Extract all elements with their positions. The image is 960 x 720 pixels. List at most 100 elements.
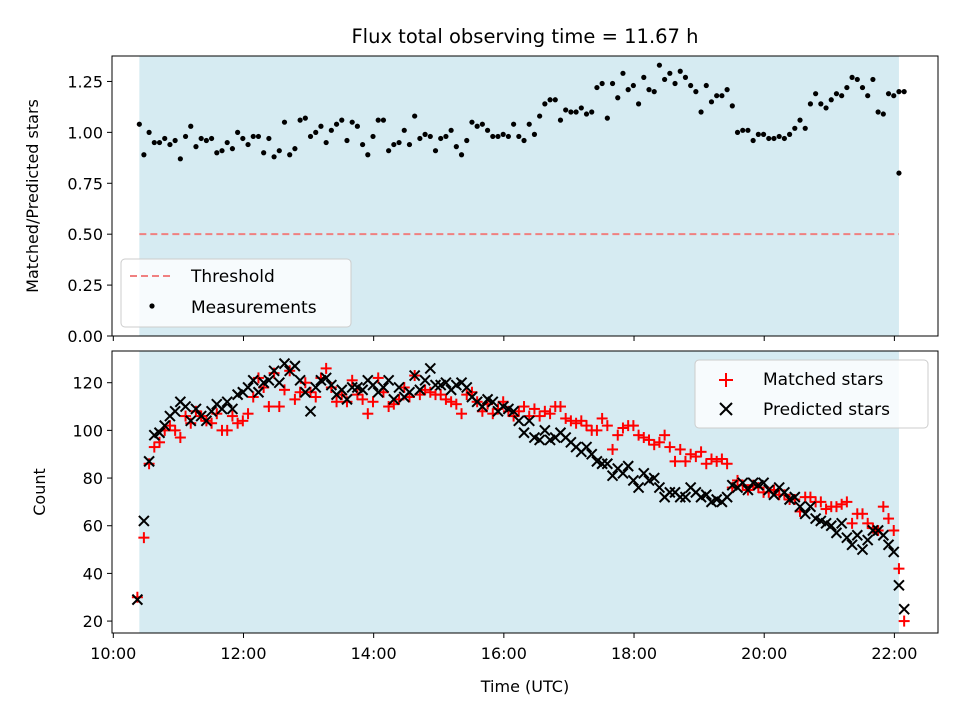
predicted-star-point (737, 477, 749, 489)
measurement-point (380, 117, 387, 123)
y-tick-label: 60 (83, 517, 103, 536)
matched-star-point (893, 563, 905, 575)
predicted-star-point (159, 419, 171, 432)
legend-measurements-label: Measurements (191, 298, 317, 318)
x-tick-label: 22:00 (871, 644, 917, 663)
measurement-point (662, 76, 668, 83)
measurement-point (490, 133, 496, 140)
bottom-legend-box (694, 359, 929, 429)
matched-star-point (435, 389, 447, 401)
measurement-point (281, 119, 288, 125)
predicted-star-point (382, 374, 395, 387)
matched-star-point (721, 458, 733, 470)
measurement-point (813, 91, 819, 97)
measurement-point (406, 141, 413, 148)
measurement-point (724, 87, 730, 93)
measurement-point (511, 121, 517, 127)
predicted-star-point (216, 403, 228, 415)
measurement-point (370, 133, 376, 140)
matched-star-point (294, 386, 306, 398)
measurement-point (688, 82, 694, 89)
measurement-point (219, 148, 225, 154)
legend-matched-label: Matched stars (763, 370, 883, 390)
matched-star-point (331, 396, 343, 408)
y-tick-label: 0.00 (67, 327, 103, 346)
predicted-star-point (346, 381, 358, 394)
predicted-star-point (356, 384, 369, 396)
measurement-point (469, 119, 475, 125)
measurement-point (479, 121, 485, 127)
measurement-point (641, 74, 647, 80)
matched-star-point (856, 508, 868, 520)
measurement-point (745, 127, 751, 133)
matched-star-point (148, 441, 160, 453)
measurement-point (354, 123, 360, 129)
predicted-star-point (799, 508, 811, 520)
matched-star-point (617, 422, 629, 434)
predicted-star-point (882, 539, 895, 551)
predicted-star-point (648, 472, 660, 484)
matched-star-point (659, 429, 671, 441)
measurement-point (177, 156, 183, 162)
measurement-point (786, 131, 793, 137)
predicted-star-point (825, 520, 837, 532)
measurement-point (802, 125, 808, 131)
predicted-star-point (742, 484, 754, 496)
measurement-point (776, 133, 782, 140)
predicted-star-point (632, 481, 645, 494)
predicted-star-point (664, 486, 676, 499)
matched-star-point (877, 501, 889, 513)
matched-star-point (820, 503, 832, 515)
predicted-star-point (242, 381, 254, 394)
measurement-point (136, 121, 142, 127)
predicted-star-point (440, 376, 452, 389)
measurement-point (141, 152, 147, 158)
y-tick-label: 20 (83, 612, 103, 631)
matched-star-point (815, 496, 827, 508)
measurement-point (240, 135, 246, 142)
measurement-point (427, 133, 433, 140)
measurement-point (771, 135, 777, 142)
matched-star-point (450, 398, 462, 410)
legend-threshold-label: Threshold (190, 267, 275, 287)
matched-star-point (804, 491, 816, 503)
x-tick-label: 20:00 (741, 644, 787, 663)
measurement-point (344, 137, 350, 144)
matched-star-point (612, 429, 624, 441)
measurement-point (594, 84, 600, 91)
predicted-star-point (278, 357, 291, 370)
matched-star-point (242, 408, 254, 420)
measurement-point (714, 93, 720, 99)
matched-star-point (560, 412, 572, 424)
matched-star-point (518, 401, 530, 413)
predicted-star-point (247, 374, 259, 387)
y-tick-label: 0.75 (67, 174, 103, 193)
measurement-point (557, 117, 564, 123)
measurement-point (412, 113, 418, 119)
measurement-point (417, 135, 423, 142)
predicted-star-point (851, 529, 863, 541)
predicted-star-point (185, 415, 197, 427)
measurement-point (781, 135, 787, 142)
measurement-point (542, 101, 548, 107)
measurement-point (573, 109, 579, 115)
measurement-point (318, 123, 324, 129)
measurement-point (458, 152, 465, 158)
measurement-point (651, 89, 657, 95)
predicted-star-point (221, 396, 233, 408)
matched-star-point (539, 405, 551, 417)
measurement-point (807, 101, 814, 107)
predicted-star-point (367, 379, 379, 391)
matched-star-point (424, 386, 436, 398)
y-tick-label: 0.25 (67, 276, 103, 295)
predicted-star-point (507, 405, 520, 418)
matched-star-point (700, 458, 712, 470)
measurement-point (224, 139, 230, 146)
x-tick-label: 14:00 (351, 644, 397, 663)
measurement-point (609, 80, 616, 87)
bottom-legend: Matched stars Predicted stars (694, 359, 929, 429)
matched-star-point (648, 439, 660, 451)
measurement-point (620, 70, 626, 76)
measurement-point (235, 129, 241, 135)
predicted-star-point (674, 491, 686, 503)
